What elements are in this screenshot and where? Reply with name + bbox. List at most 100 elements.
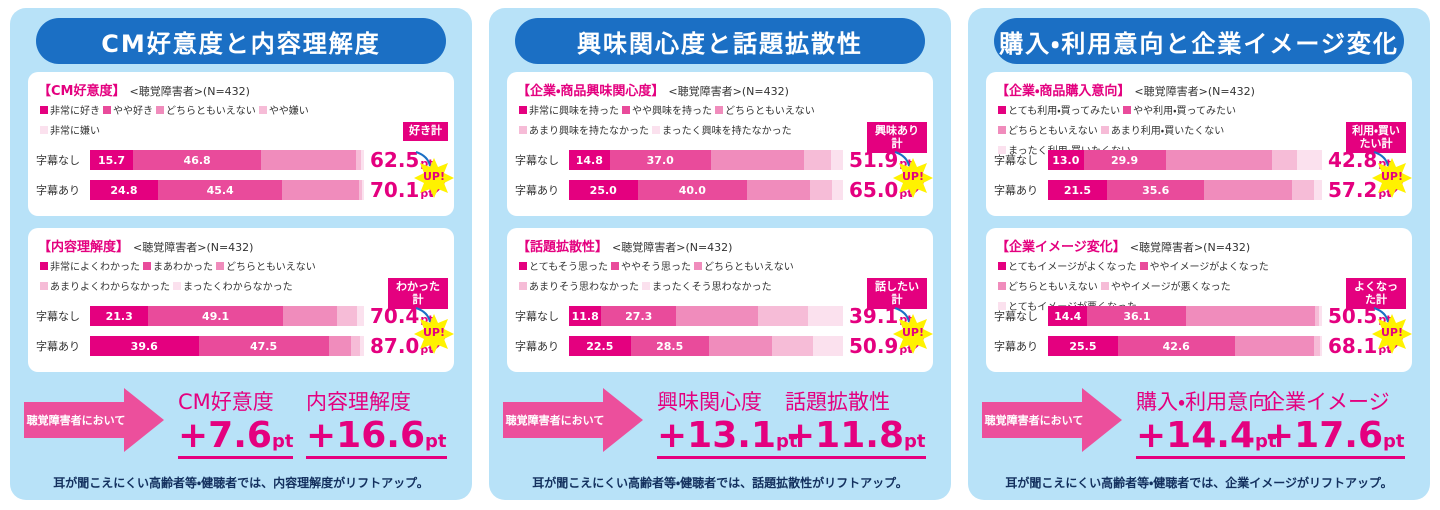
bar-segment <box>360 150 364 170</box>
legend-swatch <box>715 105 723 114</box>
up-badge <box>893 158 933 198</box>
legend-swatch <box>519 261 527 270</box>
chart-title-text: 【話題拡散性】 <box>517 240 609 255</box>
arrow <box>982 388 1122 452</box>
bar-segment <box>708 336 772 356</box>
bar-segment <box>359 180 363 200</box>
legend-label: ややイメージが悪くなった <box>1110 282 1231 293</box>
legend-swatch <box>519 125 527 134</box>
legend-label: とても利用・買ってみたい <box>1008 106 1121 117</box>
legend-swatch <box>519 105 527 114</box>
total-value: 70.1 pt <box>370 178 434 202</box>
legend-swatch <box>1123 105 1132 114</box>
total-label: 好き計 <box>403 122 448 141</box>
legend-item: ややイメージがよくなった <box>1139 258 1269 273</box>
legend: 非常に好き やや好き どちらともいえない やや嫌い非常に嫌い <box>40 102 370 137</box>
bar-segment <box>804 150 832 170</box>
legend-label: 非常によくわかった <box>50 262 140 273</box>
legend-label: あまり利用・買いたくない <box>1110 126 1225 137</box>
bar-segment <box>831 150 843 170</box>
legend-item: どちらともいえない <box>998 122 1098 137</box>
legend: とても利用・買ってみたい やや利用・買ってみたい どちらともいえない あまり利用・買い… <box>998 102 1328 157</box>
chart-box: 【企業・商品購入意向】 <聴覚障害者>(N=432) とても利用・買ってみたい やや利… <box>986 72 1412 216</box>
legend-label: やや興味を持った <box>632 106 712 117</box>
legend-label: 非常に興味を持った <box>529 106 619 117</box>
lift-number: +14.4 <box>1136 415 1255 456</box>
legend-item: やや好き <box>103 102 153 117</box>
bar-segment: 29.9 <box>1083 150 1166 170</box>
total-number: 51.9 <box>849 148 899 172</box>
bar-segment <box>1165 150 1273 170</box>
bar-value-label: 21.3 <box>105 309 133 323</box>
legend-swatch <box>694 261 702 270</box>
bar-value-label: 22.5 <box>586 339 614 353</box>
bar-segment <box>832 180 843 200</box>
bar-segment: 47.5 <box>198 336 329 356</box>
total-label: 興味あり計 <box>867 122 927 154</box>
chart-subtitle: <聴覚障害者>(N=432) <box>133 241 254 254</box>
lift-label: 購入・利用意向 <box>1136 390 1270 414</box>
legend-label: ややそう思った <box>621 262 691 273</box>
legend-item: とてもイメージがよくなった <box>998 258 1137 273</box>
legend-label: とてもイメージがよくなった <box>1008 262 1137 273</box>
legend-swatch <box>1100 125 1109 134</box>
legend-swatch <box>998 301 1006 310</box>
legend-swatch <box>998 145 1006 154</box>
legend-item: ややイメージが悪くなった <box>1100 278 1231 293</box>
bar-segment: 13.0 <box>1048 150 1084 170</box>
arrow <box>24 388 164 452</box>
chart-title-text: 【内容理解度】 <box>38 240 130 255</box>
total-label: 利用・買いたい計 <box>1346 122 1406 154</box>
legend-label: 非常に好き <box>50 106 100 117</box>
lift-value: +14.4pt <box>1136 416 1277 459</box>
total-number: 65.0 <box>849 178 899 202</box>
panel: 興味関心度と話題拡散性 【企業・商品興味関心度】 <聴覚障害者>(N=432) 非常に… <box>489 8 951 500</box>
legend-swatch <box>642 281 650 290</box>
legend-swatch <box>998 125 1006 134</box>
legend-swatch <box>998 281 1006 290</box>
bar-segment <box>807 306 843 326</box>
up-badge-text: UP! <box>422 170 445 183</box>
legend-swatch <box>652 125 660 134</box>
bar-value-label: 39.6 <box>130 339 158 353</box>
legend-swatch <box>622 105 630 114</box>
bar-segment <box>810 180 833 200</box>
legend-swatch <box>156 105 164 114</box>
legend-item: あまり興味を持たなかった <box>519 122 649 137</box>
bar-value-label: 25.5 <box>1069 339 1097 353</box>
total-number: 62.5 <box>370 148 420 172</box>
lift-unit: pt <box>425 431 447 452</box>
legend-label: まったくわからなかった <box>183 282 293 293</box>
lift-label: 話題拡散性 <box>785 390 890 414</box>
legend-label: まったく興味を持たなかった <box>662 126 792 137</box>
legend-item: やや興味を持った <box>622 102 712 117</box>
legend-item: やや嫌い <box>258 102 309 117</box>
legend-label: あまりよくわからなかった <box>50 282 170 293</box>
up-badge <box>1372 158 1412 198</box>
chart-title: 【企業イメージ変化】 <聴覚障害者>(N=432) <box>996 236 1250 255</box>
chart-subtitle: <聴覚障害者>(N=432) <box>612 241 733 254</box>
bar-segment <box>1319 306 1322 326</box>
total-number: 70.4 <box>370 304 420 328</box>
bar-segment <box>1204 180 1293 200</box>
legend-swatch <box>611 261 619 270</box>
legend-item: まったく興味を持たなかった <box>652 122 792 137</box>
bar-segment <box>758 306 808 326</box>
lift-unit: pt <box>1383 431 1405 452</box>
legend-swatch <box>998 261 1006 270</box>
legend-label: どちらともいえない <box>166 106 256 117</box>
legend-swatch <box>258 105 267 114</box>
chart-title: 【内容理解度】 <聴覚障害者>(N=432) <box>38 236 253 255</box>
chart-title: 【企業・商品購入意向】 <聴覚障害者>(N=432) <box>996 80 1255 99</box>
legend-item: まったくそう思わなかった <box>642 278 772 293</box>
legend-swatch <box>143 261 151 270</box>
bar-value-label: 40.0 <box>678 183 706 197</box>
legend-swatch <box>216 261 224 270</box>
bar-value-label: 37.0 <box>646 153 674 167</box>
total-value: 57.2 pt <box>1328 178 1392 202</box>
legend-item: 非常に嫌い <box>40 122 100 137</box>
bar-segment <box>710 150 805 170</box>
bar-value-label: 35.6 <box>1142 183 1170 197</box>
total-number: 57.2 <box>1328 178 1378 202</box>
panel-title: 興味関心度と話題拡散性 <box>515 18 925 64</box>
